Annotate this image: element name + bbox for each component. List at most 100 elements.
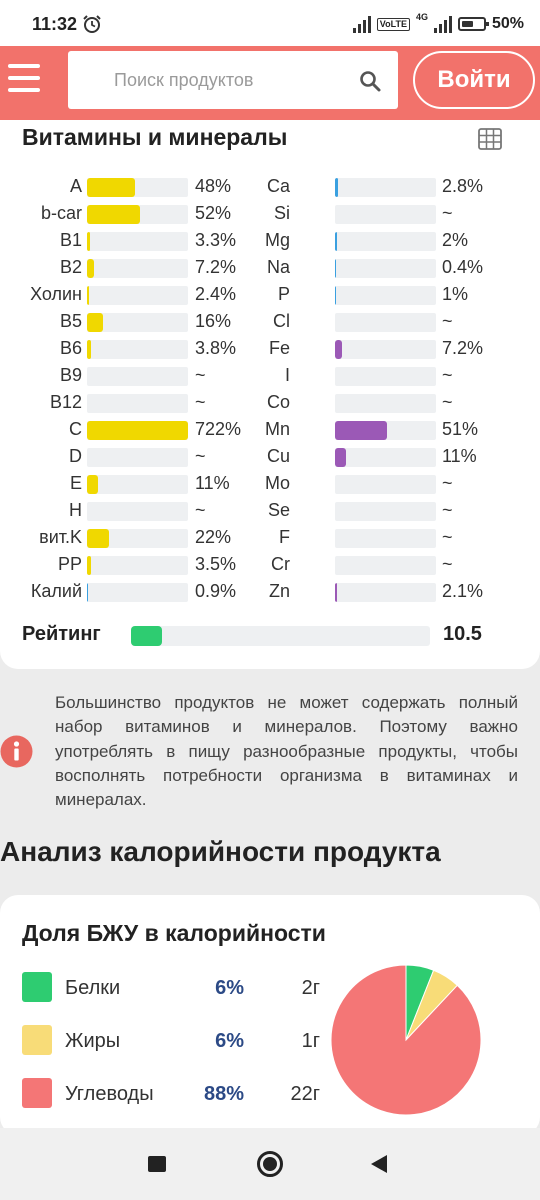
nutrient-label: Холин <box>30 284 82 304</box>
nutrient-value: 3.5% <box>195 554 237 574</box>
nutrient-bar-fill <box>87 529 110 548</box>
nutrient-value: ~ <box>442 392 453 412</box>
legend-grams: 2г <box>301 977 320 999</box>
nutrient-value: 2.1% <box>442 581 484 601</box>
search-input[interactable] <box>68 51 358 109</box>
status-bar: 11:32 VoLTE 4G 50% <box>0 0 540 46</box>
recent-apps-button[interactable] <box>148 1156 166 1172</box>
nutrient-bar-fill <box>87 583 88 602</box>
nutrient-row: H ~ <box>0 498 260 525</box>
nutrient-value: 52% <box>195 203 232 223</box>
nutrient-bar <box>335 367 436 386</box>
nutrient-row: Si ~ <box>260 201 540 228</box>
nutrient-value: ~ <box>195 365 206 385</box>
nutrient-bar-fill <box>87 232 91 251</box>
signal-icon <box>352 15 371 33</box>
info-icon <box>0 735 33 768</box>
nutrient-bar-fill <box>87 313 104 332</box>
nutrient-row: Zn 2.1% <box>260 579 540 606</box>
nutrient-bar-fill <box>87 178 136 197</box>
nutrient-bar <box>87 502 188 521</box>
rating-bar-fill <box>131 626 163 646</box>
nutrient-label: I <box>284 365 290 385</box>
nutrient-value: ~ <box>442 203 453 223</box>
bju-pie-chart <box>331 965 481 1115</box>
nutrient-bar-fill <box>87 286 90 305</box>
nutrient-value: 2.8% <box>442 176 484 196</box>
bju-title: Доля БЖУ в калорийности <box>22 920 326 946</box>
nutrient-label: Si <box>273 203 290 223</box>
nutrient-label: Cl <box>273 311 290 331</box>
nutrient-row: Co ~ <box>260 390 540 417</box>
nutrient-label: Cu <box>266 446 290 466</box>
nutrient-row: C 722% <box>0 417 260 444</box>
nutrient-row: F ~ <box>260 525 540 552</box>
nutrient-bar-fill <box>335 421 387 440</box>
nutrient-bar <box>335 502 436 521</box>
nutrient-value: 7.2% <box>442 338 484 358</box>
nutrient-row: Fe 7.2% <box>260 336 540 363</box>
volte-badge: VoLTE <box>376 17 410 31</box>
table-view-icon[interactable] <box>478 128 502 150</box>
nutrient-bar-fill <box>87 556 91 575</box>
nutrient-bar <box>335 583 436 602</box>
nutrient-bar-fill <box>335 178 338 197</box>
legend-name: Жиры <box>65 1030 121 1052</box>
nutrient-value: ~ <box>195 446 206 466</box>
app-header: Войти <box>0 46 540 120</box>
nutrient-label: A <box>69 176 82 196</box>
nutrient-bar <box>87 205 188 224</box>
nutrient-bar <box>87 259 188 278</box>
vitamins-title: Витамины и минералы <box>22 124 288 150</box>
nutrient-row: Mo ~ <box>260 471 540 498</box>
nutrient-label: Калий <box>30 581 82 601</box>
nutrient-value: 2.4% <box>195 284 237 304</box>
rating-bar <box>131 626 430 646</box>
nutrient-bar <box>87 556 188 575</box>
info-text: Большинство продуктов не может содержать… <box>55 693 518 810</box>
status-time: 11:32 <box>32 14 78 34</box>
vitamins-left-column: A 48% b-car 52% B1 3.3% B2 7.2% Холин 2.4% B5 16% B6… <box>0 174 260 606</box>
nutrient-bar <box>335 286 436 305</box>
nutrient-label: B2 <box>59 257 82 277</box>
nutrient-bar <box>335 232 436 251</box>
nutrient-row: Калий 0.9% <box>0 579 260 606</box>
nutrient-value: ~ <box>442 473 453 493</box>
nutrient-bar <box>87 421 188 440</box>
nutrient-bar-fill <box>335 340 343 359</box>
nutrient-value: 7.2% <box>195 257 237 277</box>
battery-icon <box>457 17 489 31</box>
nutrient-value: 722% <box>195 419 242 439</box>
nutrient-value: 16% <box>195 311 232 331</box>
pie-slice-2 <box>331 965 481 1115</box>
nutrient-bar <box>335 178 436 197</box>
nutrient-value: 48% <box>195 176 232 196</box>
legend-row-carbs: Углеводы 88% 22г <box>22 1078 332 1110</box>
legend-percent: 88% <box>203 1083 244 1105</box>
nutrient-value: ~ <box>195 500 206 520</box>
back-button[interactable] <box>371 1155 387 1173</box>
nutrient-bar-fill <box>335 286 336 305</box>
legend-grams: 22г <box>290 1083 320 1105</box>
nutrient-label: B12 <box>49 392 82 412</box>
nutrient-bar-fill <box>335 448 347 467</box>
nutrient-bar <box>87 367 188 386</box>
nutrient-row: B12 ~ <box>0 390 260 417</box>
nutrient-bar <box>335 448 436 467</box>
login-button[interactable]: Войти <box>413 51 535 109</box>
nutrient-bar <box>335 259 436 278</box>
nutrient-bar <box>87 448 188 467</box>
search-icon[interactable] <box>358 69 382 93</box>
nutrient-bar-fill <box>87 205 140 224</box>
hamburger-menu-icon[interactable] <box>8 64 40 92</box>
nutrient-label: H <box>69 500 82 520</box>
nutrient-row: Холин 2.4% <box>0 282 260 309</box>
nutrient-bar-fill <box>87 475 99 494</box>
home-button[interactable] <box>257 1151 283 1177</box>
network-type: 4G <box>415 12 428 22</box>
nutrient-value: 1% <box>442 284 469 304</box>
legend-swatch-fat <box>22 1025 52 1055</box>
nutrient-bar-fill <box>87 259 95 278</box>
nutrient-row: Cr ~ <box>260 552 540 579</box>
nutrient-row: Cl ~ <box>260 309 540 336</box>
